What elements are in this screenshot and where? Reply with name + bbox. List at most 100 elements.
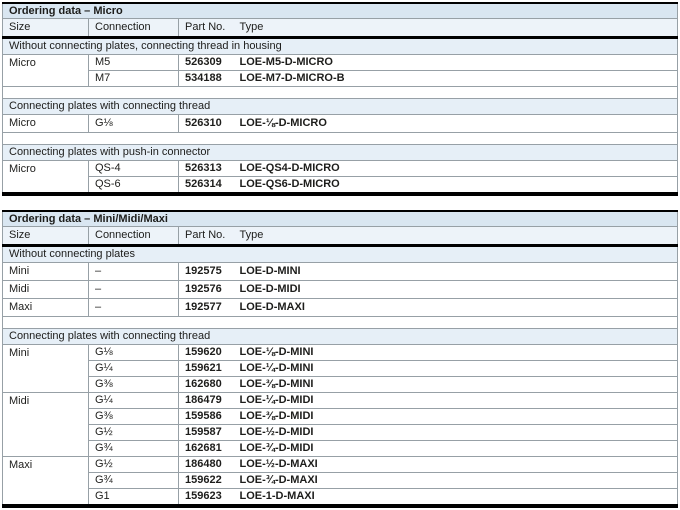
section-gap-row (2, 316, 678, 329)
type-cell: LOE-¾-D-MAXI (233, 472, 678, 489)
ordering-table-mini-midi-maxi: Ordering data – Mini/Midi/Maxi Size Connec… (2, 210, 678, 508)
type-cell: LOE-QS6-D-MICRO (233, 176, 678, 195)
connection-cell: G¾ (88, 440, 179, 457)
table-row: G1 159623 LOE-1-D-MAXI (3, 488, 678, 507)
part-no-cell: 526309 (178, 54, 234, 71)
type-cell: LOE-D-MIDI (233, 280, 678, 299)
column-header-size: Size (2, 226, 89, 247)
table-row: Midi G¼ 186479 LOE-¼-D-MIDI (2, 392, 678, 457)
section-gap-row (2, 132, 678, 145)
part-no-cell: 159620 (178, 344, 234, 361)
table-row: Micro M5 526309 LOE-M5-D-MICRO (2, 54, 678, 87)
size-cell: Midi (2, 280, 89, 299)
connection-cell: QS-6 (88, 176, 179, 195)
connection-cell: G⅛ (88, 114, 179, 133)
section-header-row: Connecting plates with connecting thread (2, 328, 678, 345)
part-no-cell: 192577 (178, 298, 234, 317)
section-label: Without connecting plates (2, 245, 678, 263)
column-header-type: Type (233, 226, 678, 247)
section-header-row: Connecting plates with connecting thread (2, 98, 678, 115)
type-cell: LOE-½-D-MIDI (233, 424, 678, 441)
column-header-connection: Connection (88, 18, 179, 39)
part-no-cell: 159623 (178, 488, 234, 507)
section-gap (2, 86, 678, 99)
section-gap-row (2, 86, 678, 99)
type-cell: LOE-D-MAXI (233, 298, 678, 317)
connection-cell: G⅜ (88, 376, 179, 393)
part-no-cell: 186480 (178, 456, 234, 473)
size-cell: Mini (2, 344, 89, 393)
table-row: Maxi –192577 LOE-D-MAXI (2, 298, 678, 317)
section-header-row: Without connecting plates, connecting th… (2, 37, 678, 55)
table-row: G⅜ 162680 LOE-⅜-D-MINI (3, 376, 678, 393)
type-cell: LOE-¼-D-MIDI (233, 392, 678, 409)
type-cell: LOE-¾-D-MIDI (233, 440, 678, 457)
column-header-connection: Connection (88, 226, 179, 247)
table-row: G½ 159587 LOE-½-D-MIDI (3, 424, 678, 441)
part-no-cell: 162680 (178, 376, 234, 393)
connection-cell: QS-4 (88, 160, 179, 177)
part-no-cell: 526314 (178, 176, 234, 195)
column-header-type: Type (233, 18, 678, 39)
part-no-cell: 162681 (178, 440, 234, 457)
type-cell: LOE-⅛-D-MINI (233, 344, 678, 361)
table-row: QS-6 526314 LOE-QS6-D-MICRO (3, 176, 678, 195)
type-cell: LOE-1-D-MAXI (233, 488, 678, 507)
part-no-cell: 526313 (178, 160, 234, 177)
type-cell: LOE-M7-D-MICRO-B (233, 70, 678, 87)
size-cell: Midi (2, 392, 89, 457)
size-cell: Micro (2, 54, 89, 87)
type-cell: LOE-M5-D-MICRO (233, 54, 678, 71)
size-cell: Maxi (2, 456, 89, 507)
column-header-part-no: Part No. (178, 18, 234, 39)
type-cell: LOE-¼-D-MINI (233, 360, 678, 377)
size-cell: Maxi (2, 298, 89, 317)
connection-cell: – (88, 280, 179, 299)
part-no-cell: 526310 (178, 114, 234, 133)
part-no-cell: 159587 (178, 424, 234, 441)
connection-cell: G½ (88, 424, 179, 441)
connection-cell: G½ (88, 456, 179, 473)
connection-cell: M5 (88, 54, 179, 71)
connection-cell: G¾ (88, 472, 179, 489)
section-label: Connecting plates with connecting thread (2, 328, 678, 345)
connection-cell: G¼ (88, 360, 179, 377)
section-label: Without connecting plates, connecting th… (2, 37, 678, 55)
size-cell: Mini (2, 262, 89, 281)
table-row: G¾ 162681 LOE-¾-D-MIDI (3, 440, 678, 457)
column-header-row: Size Connection Part No. Type (2, 18, 678, 39)
table-title-row: Ordering data – Mini/Midi/Maxi (2, 211, 678, 227)
table-row: G⅜ 159586 LOE-⅜-D-MIDI (3, 408, 678, 425)
section-gap (2, 132, 678, 145)
table-title: Ordering data – Micro (2, 3, 678, 19)
connection-cell: G1 (88, 488, 179, 507)
part-no-cell: 186479 (178, 392, 234, 409)
ordering-table-micro: Ordering data – Micro Size Connection Part … (2, 2, 678, 196)
connection-cell: G¼ (88, 392, 179, 409)
table-row: M7 534188 LOE-M7-D-MICRO-B (3, 70, 678, 87)
part-no-cell: 192576 (178, 280, 234, 299)
table-row: Mini G⅛ 159620 LOE-⅛-D-MINI (2, 344, 678, 393)
table-title-row: Ordering data – Micro (2, 3, 678, 19)
table-row: G¾ 159622 LOE-¾-D-MAXI (3, 472, 678, 489)
table-row: G¼ 159621 LOE-¼-D-MINI (3, 360, 678, 377)
column-header-size: Size (2, 18, 89, 39)
connection-cell: M7 (88, 70, 179, 87)
part-no-cell: 159621 (178, 360, 234, 377)
column-header-part-no: Part No. (178, 226, 234, 247)
section-label: Connecting plates with connecting thread (2, 98, 678, 115)
section-gap (2, 316, 678, 329)
column-header-row: Size Connection Part No. Type (2, 226, 678, 247)
size-cell: Micro (2, 160, 89, 195)
section-label: Connecting plates with push-in connector (2, 144, 678, 161)
type-cell: LOE-QS4-D-MICRO (233, 160, 678, 177)
table-row: Midi –192576 LOE-D-MIDI (2, 280, 678, 299)
type-cell: LOE-⅜-D-MINI (233, 376, 678, 393)
table-title: Ordering data – Mini/Midi/Maxi (2, 211, 678, 227)
table-row: Maxi G½ 186480 LOE-½-D-MAXI (2, 456, 678, 507)
table-row: Micro QS-4 526313 LOE-QS4-D-MICRO (2, 160, 678, 195)
type-cell: LOE-⅜-D-MIDI (233, 408, 678, 425)
connection-cell: G⅜ (88, 408, 179, 425)
table-row: Mini –192575 LOE-D-MINI (2, 262, 678, 281)
part-no-cell: 534188 (178, 70, 234, 87)
